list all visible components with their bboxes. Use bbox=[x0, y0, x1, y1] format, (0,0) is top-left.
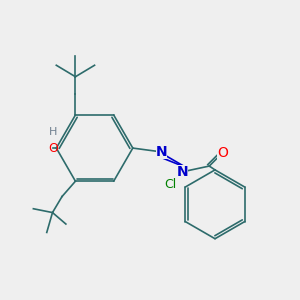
Text: O: O bbox=[48, 142, 58, 154]
Text: N: N bbox=[156, 145, 167, 159]
Text: H: H bbox=[49, 128, 57, 137]
Text: O: O bbox=[217, 146, 228, 160]
Text: N: N bbox=[177, 165, 188, 179]
Text: Cl: Cl bbox=[164, 178, 177, 190]
